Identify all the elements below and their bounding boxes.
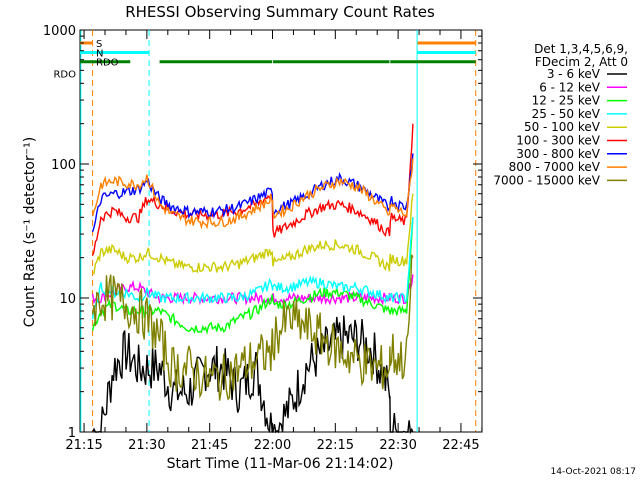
legend-entry-label: 100 - 300 keV (516, 134, 600, 148)
legend-header-line-1: Det 1,3,4,5,6,9, (534, 42, 628, 56)
y-tick-label: 100 (51, 158, 76, 173)
x-tick-label: 21:30 (128, 438, 165, 453)
x-tick-label: 22:00 (254, 438, 291, 453)
legend-entry-label: 6 - 12 keV (539, 80, 601, 94)
y-tick-label: 10 (59, 292, 76, 307)
data-series (91, 123, 414, 435)
x-tick-label: 22:45 (442, 438, 479, 453)
legend-entry-label: 800 - 7000 keV (509, 160, 601, 174)
legend-entry-label: 300 - 800 keV (516, 147, 600, 161)
series-line-3 (91, 217, 414, 320)
series-line-4 (92, 193, 414, 275)
legend-entry-label: 3 - 6 keV (547, 67, 601, 81)
series-line-6 (91, 153, 414, 233)
x-tick-label: 21:15 (65, 438, 102, 453)
series-line-7 (91, 158, 414, 230)
state-bar-label: N (96, 48, 103, 59)
x-axis-ticks: 21:15 21:30 21:45 22:00 22:15 22:30 22:45 (65, 30, 483, 453)
x-tick-label: 21:45 (191, 438, 228, 453)
timestamp: 14-Oct-2021 08:17 (551, 467, 636, 477)
series-line-2 (91, 217, 414, 335)
x-tick-label: 22:15 (317, 438, 354, 453)
plot-frame (79, 29, 483, 433)
y-tick-label: 1000 (43, 24, 76, 39)
series-line-5 (91, 123, 414, 256)
state-bar-label: RDO (96, 58, 119, 69)
legend-entry-label: 25 - 50 keV (532, 107, 601, 121)
legend-entry-label: 7000 - 15000 keV (493, 173, 600, 187)
legend-entry-label: 12 - 25 keV (532, 94, 601, 108)
y-tick-label: 1 (68, 426, 76, 441)
rdo-left-label: RDO (53, 70, 76, 81)
legend-header-line-2: FDecim 2, Att 0 (535, 55, 628, 69)
series-line-8 (91, 254, 414, 401)
legend-entry-label: 50 - 100 keV (524, 120, 601, 134)
chart-title: RHESSI Observing Summary Count Rates (125, 3, 435, 21)
state-bar-label: S (96, 39, 102, 50)
series-line-0 (91, 315, 414, 435)
x-tick-label: 22:30 (379, 438, 416, 453)
y-axis-ticks: 1 10 100 1000 (43, 24, 482, 441)
y-axis-label: Count Rate (s⁻¹ detector⁻¹) (22, 137, 38, 327)
x-axis-label: Start Time (11-Mar-06 21:14:02) (167, 456, 394, 472)
